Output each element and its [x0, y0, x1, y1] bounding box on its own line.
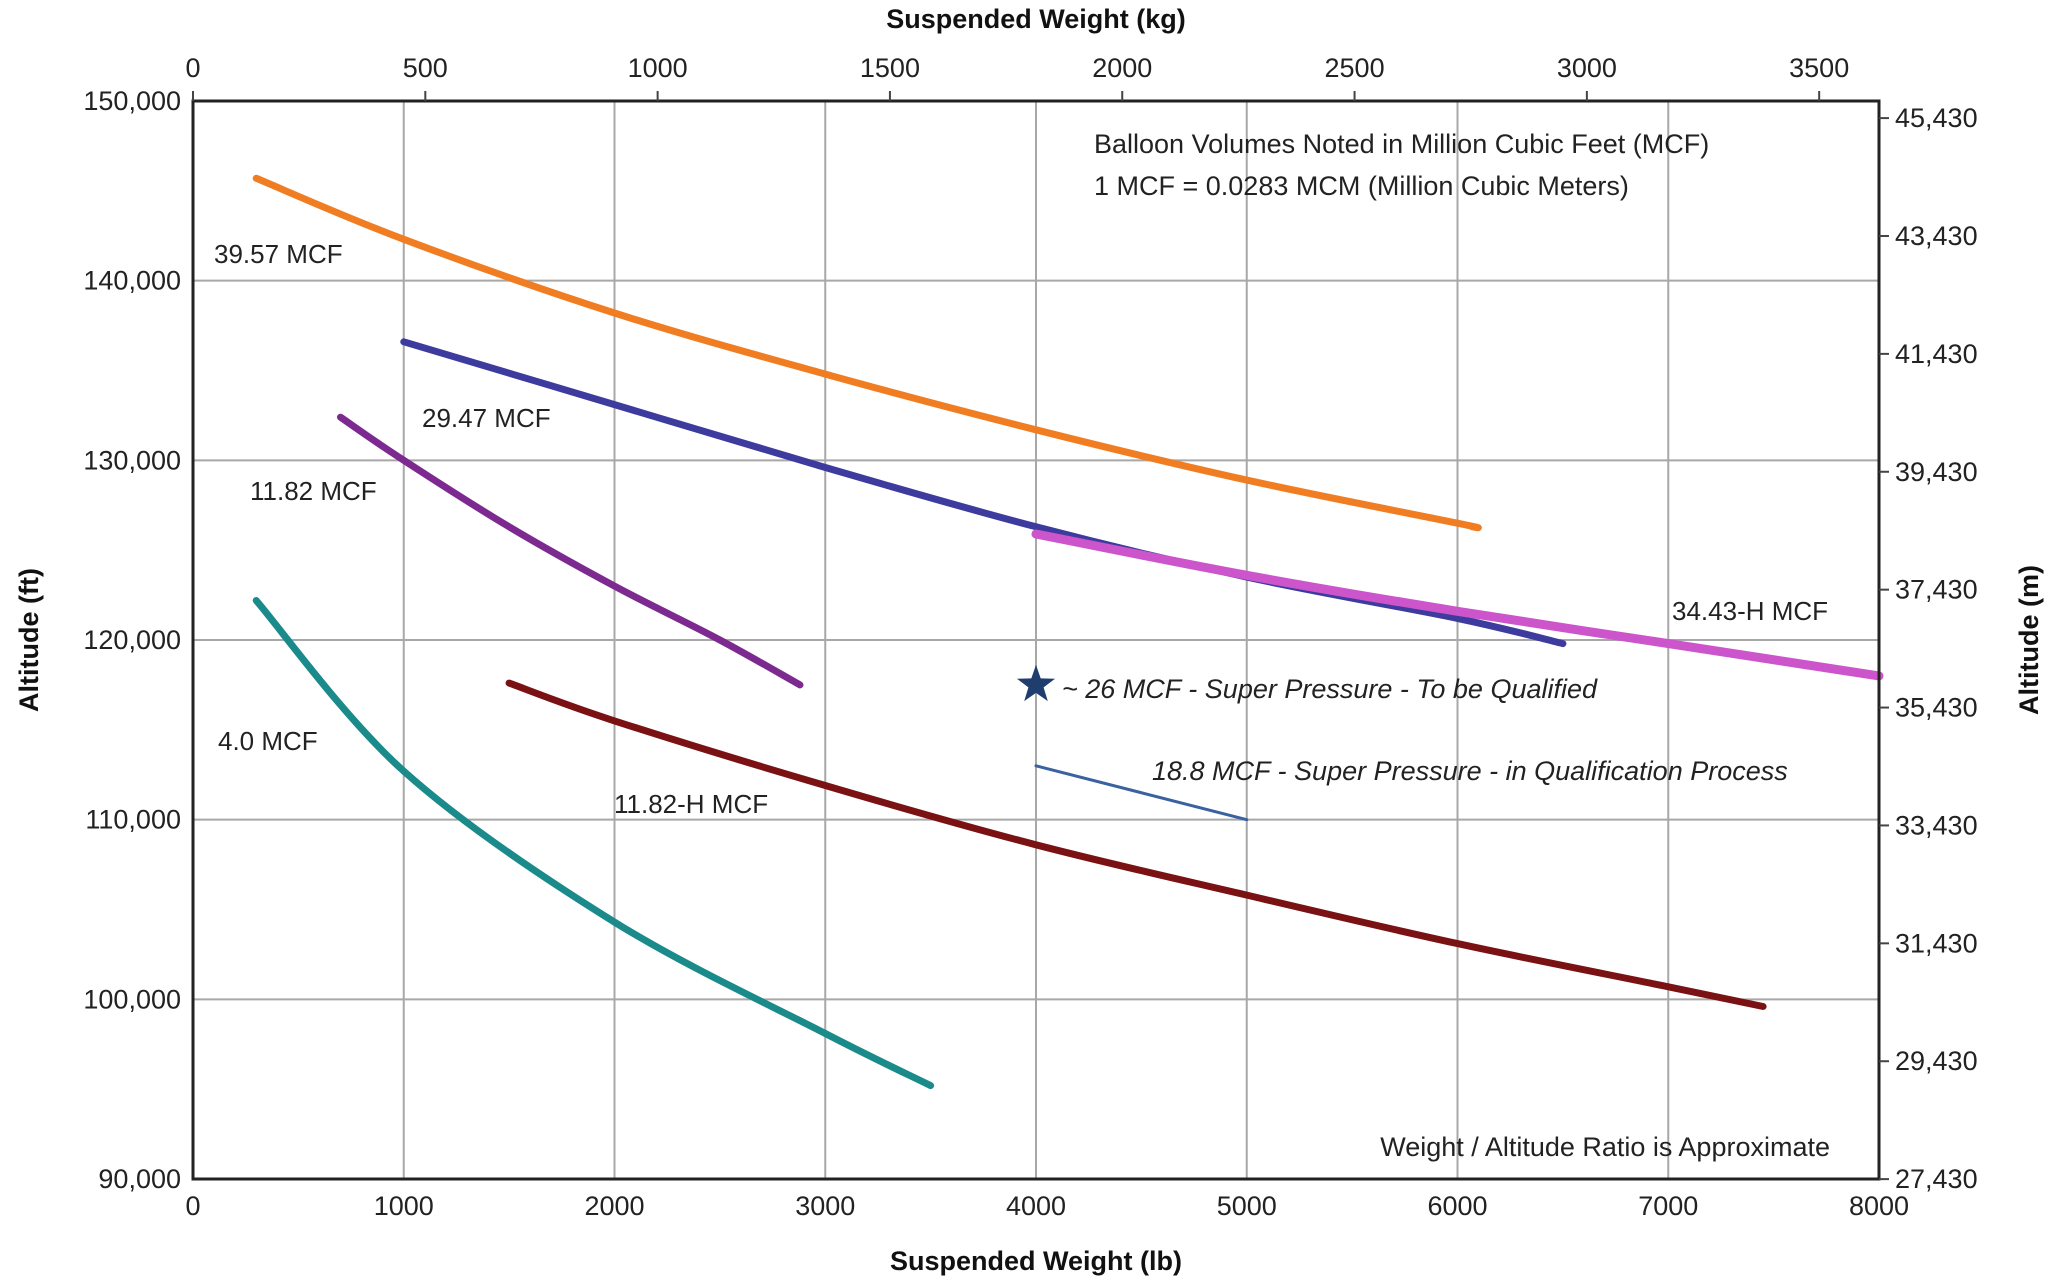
x-bottom-tick-label: 5000 [1217, 1191, 1277, 1221]
y-right-tick-label: 41,430 [1895, 339, 1978, 369]
x-top-tick-label: 1000 [628, 53, 688, 83]
y-right-tick-label: 27,430 [1895, 1164, 1978, 1194]
series-label-34-43-h: 34.43-H MCF [1672, 596, 1828, 626]
x-top-tick-label: 3500 [1789, 53, 1849, 83]
note-mcf-conversion: 1 MCF = 0.0283 MCM (Million Cubic Meters… [1094, 171, 1629, 201]
x-bottom-tick-label: 7000 [1638, 1191, 1698, 1221]
series-label-11-82-h: 11.82-H MCF [614, 789, 768, 819]
x-top-tick-label: 3000 [1557, 53, 1617, 83]
y-right-tick-label: 37,430 [1895, 575, 1978, 605]
note-approximate-ratio: Weight / Altitude Ratio is Approximate [1380, 1132, 1830, 1162]
x-bottom-tick-label: 0 [185, 1191, 200, 1221]
series-label-39-57: 39.57 MCF [214, 239, 343, 269]
series-layer [252, 174, 1884, 1090]
y-left-tick-label: 120,000 [83, 625, 181, 655]
series-line-39-57-mcf [252, 174, 1482, 532]
series-line-18-8-mcf-super-pressure-in-qualification-process [1034, 764, 1249, 822]
tick-labels: 0 1000 2000 3000 4000 5000 6000 7000 800090,0001… [83, 53, 1977, 1221]
x-top-axis-title: Suspended Weight (kg) [886, 4, 1186, 34]
y-right-tick-label: 35,430 [1895, 693, 1978, 723]
series-line-4-0-mcf [252, 597, 935, 1090]
y-left-tick-label: 110,000 [85, 805, 181, 835]
series-label-18-8: 18.8 MCF - Super Pressure - in Qualifica… [1152, 756, 1788, 786]
y-left-tick-label: 140,000 [83, 266, 181, 296]
x-top-tick-label: 500 [403, 53, 448, 83]
x-bottom-tick-label: 2000 [584, 1191, 644, 1221]
y-right-axis-title: Altitude (m) [2014, 565, 2044, 715]
y-left-tick-label: 150,000 [83, 86, 181, 116]
y-right-tick-label: 39,430 [1895, 457, 1978, 487]
star-marker [1017, 664, 1055, 702]
series-line-11-82-mcf [337, 413, 804, 689]
y-left-tick-label: 130,000 [83, 445, 181, 475]
series-label-29-47: 29.47 MCF [422, 403, 551, 433]
x-top-tick-label: 1500 [860, 53, 920, 83]
y-right-tick-label: 43,430 [1895, 221, 1978, 251]
y-left-tick-label: 100,000 [83, 984, 181, 1014]
x-bottom-axis-title: Suspended Weight (lb) [890, 1246, 1182, 1276]
series-label-4-0: 4.0 MCF [218, 726, 318, 756]
x-bottom-tick-label: 3000 [795, 1191, 855, 1221]
x-top-tick-label: 2000 [1092, 53, 1152, 83]
y-left-axis-title: Altitude (ft) [14, 568, 44, 712]
series-line-11-82-h-mcf [505, 679, 1767, 1010]
series-line-34-43-h-mcf [1031, 529, 1884, 681]
series-label-11-82: 11.82 MCF [250, 476, 377, 506]
series-line-29-47-mcf [400, 338, 1567, 648]
x-bottom-tick-label: 6000 [1427, 1191, 1487, 1221]
y-right-tick-label: 29,430 [1895, 1046, 1978, 1076]
marker-label-26-mcf: ~ 26 MCF - Super Pressure - To be Qualif… [1062, 674, 1598, 704]
x-top-tick-label: 0 [185, 53, 200, 83]
x-bottom-tick-label: 1000 [374, 1191, 434, 1221]
y-right-tick-label: 45,430 [1895, 103, 1978, 133]
plot-frame [191, 99, 1881, 1181]
x-bottom-tick-label: 4000 [1006, 1191, 1066, 1221]
note-balloon-volumes: Balloon Volumes Noted in Million Cubic F… [1094, 129, 1709, 159]
y-right-tick-label: 31,430 [1895, 928, 1978, 958]
x-top-tick-label: 2500 [1325, 53, 1385, 83]
x-bottom-tick-label: 8000 [1849, 1191, 1909, 1221]
y-right-tick-label: 33,430 [1895, 810, 1978, 840]
y-left-tick-label: 90,000 [98, 1164, 181, 1194]
